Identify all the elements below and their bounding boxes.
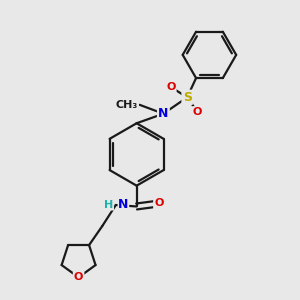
Text: N: N [158,107,169,120]
Text: O: O [166,82,176,92]
Text: O: O [154,199,164,208]
Text: S: S [183,91,192,104]
Text: CH₃: CH₃ [116,100,138,110]
Text: O: O [193,107,202,117]
Text: N: N [118,199,129,212]
Text: O: O [74,272,83,282]
Text: H: H [104,200,113,210]
